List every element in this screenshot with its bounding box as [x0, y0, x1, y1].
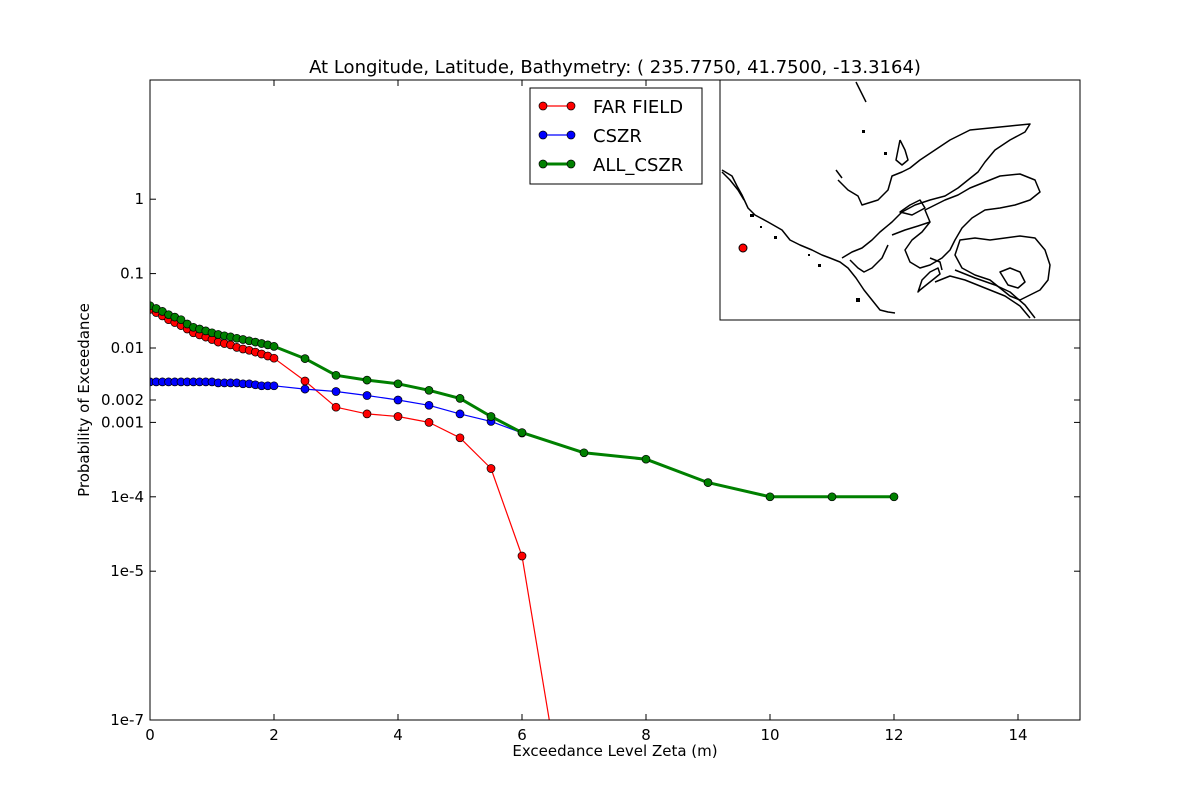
- data-point: [176, 315, 186, 325]
- legend-entry: CSZR: [538, 126, 642, 147]
- inset-map-frame: [719, 79, 1081, 321]
- data-point: [455, 433, 465, 443]
- data-point: [393, 395, 403, 405]
- data-point: [455, 394, 465, 403]
- series-cszr: [150, 377, 527, 438]
- x-tick-label: 10: [760, 726, 779, 744]
- x-tick-label: 2: [269, 726, 279, 744]
- legend-marker: [566, 130, 576, 140]
- data-point: [331, 370, 341, 380]
- inset-islands: [750, 130, 887, 302]
- data-point: [703, 478, 713, 487]
- legend-box: [529, 87, 703, 185]
- x-tick-label: 14: [1008, 726, 1027, 744]
- data-point: [424, 400, 434, 410]
- y-tick-label: 1e-5: [110, 562, 144, 580]
- data-point: [393, 412, 403, 421]
- data-point: [362, 409, 372, 419]
- data-point: [889, 492, 899, 502]
- y-tick-label: 0.1: [120, 265, 144, 283]
- legend-entry: ALL_CSZR: [538, 155, 683, 176]
- legend-marker: [538, 101, 548, 111]
- data-point: [486, 412, 496, 421]
- legend: FAR FIELD CSZR ALL_CSZR: [529, 87, 703, 185]
- legend-label: ALL_CSZR: [593, 155, 683, 176]
- data-point: [331, 387, 341, 396]
- legend-entry: FAR FIELD: [538, 97, 683, 118]
- y-axis-label: Probability of Exceedance: [75, 303, 93, 497]
- data-point: [455, 409, 465, 419]
- y-tick-label: 1e-4: [110, 488, 144, 506]
- chart-title: At Longitude, Latitude, Bathymetry: ( 23…: [309, 57, 921, 78]
- inset-map: [719, 79, 1081, 321]
- series-all-cszr: [150, 301, 899, 502]
- legend-marker: [566, 101, 576, 111]
- data-point: [517, 551, 527, 561]
- data-point: [300, 384, 310, 394]
- location-marker: [738, 243, 748, 253]
- inset-coastline: [721, 81, 1051, 319]
- y-tick-label: 0.01: [111, 339, 144, 357]
- data-point: [517, 428, 527, 437]
- plot-frame: [149, 79, 1081, 721]
- data-point: [300, 354, 310, 363]
- legend-marker: [566, 159, 576, 169]
- data-point: [827, 492, 837, 502]
- data-point: [362, 375, 372, 385]
- data-point: [331, 402, 341, 412]
- data-point: [579, 448, 589, 458]
- data-point: [362, 391, 372, 400]
- data-point: [269, 381, 279, 391]
- data-point: [486, 464, 496, 473]
- data-point: [641, 454, 651, 464]
- data-point: [424, 385, 434, 395]
- y-tick-label: 1e-7: [110, 711, 144, 729]
- legend-marker: [538, 159, 548, 169]
- legend-marker: [538, 130, 548, 140]
- y-tick-label: 1: [134, 190, 144, 208]
- series-layer: [150, 301, 899, 720]
- x-tick-label: 6: [517, 726, 527, 744]
- data-point: [424, 418, 434, 427]
- x-tick-label: 8: [641, 726, 651, 744]
- data-point: [269, 353, 279, 363]
- data-point: [765, 492, 775, 502]
- y-tick-label: 0.002: [101, 391, 144, 409]
- legend-entries: FAR FIELD CSZR ALL_CSZR: [538, 97, 683, 176]
- y-tick-label: 0.001: [101, 413, 144, 431]
- legend-label: CSZR: [593, 126, 642, 147]
- data-point: [393, 379, 403, 389]
- x-tick-label: 0: [145, 726, 155, 744]
- data-point: [300, 376, 310, 386]
- series-group: [150, 301, 899, 720]
- data-point: [269, 342, 279, 351]
- x-axis-label: Exceedance Level Zeta (m): [512, 742, 717, 760]
- x-tick-label: 4: [393, 726, 403, 744]
- legend-label: FAR FIELD: [593, 97, 683, 118]
- x-tick-label: 12: [884, 726, 903, 744]
